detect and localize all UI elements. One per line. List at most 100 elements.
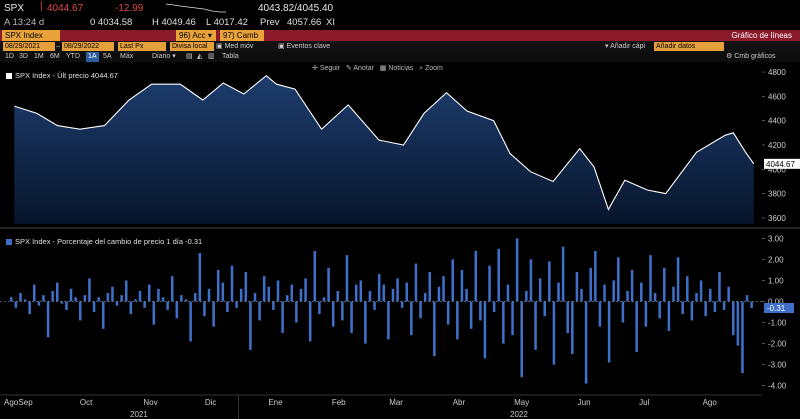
pct-bar — [511, 301, 514, 336]
start-date-field[interactable]: 08/29/2021 — [3, 42, 55, 51]
frequency-select[interactable]: Diario ▾ — [152, 52, 176, 62]
chart-style-icon[interactable]: ▤ — [186, 53, 193, 60]
pct-bar — [244, 272, 248, 302]
chevron-down-icon: ▾ — [207, 31, 212, 40]
pct-bar — [111, 286, 114, 302]
pct-bar — [322, 297, 326, 302]
price-area — [14, 75, 754, 224]
pct-bar — [732, 301, 735, 336]
pct-bar — [295, 301, 298, 323]
omb-button[interactable]: ⚙ Cmb gráficos — [726, 52, 775, 62]
end-date-field[interactable]: 08/29/2022 — [62, 42, 114, 51]
chart-svg[interactable]: 3600 3800 4000 4200 4400 4600 4800 4044.67 3.00 2… — [0, 62, 800, 419]
med-mov-label: Med móv — [224, 43, 254, 50]
pct-bar — [446, 301, 450, 325]
bar-style-icon[interactable]: ▥ — [208, 53, 215, 60]
period-6m[interactable]: 6M — [50, 53, 60, 60]
pct-bar — [46, 301, 50, 338]
pct-bar — [483, 301, 487, 359]
pct-bar — [382, 284, 386, 302]
pct-bar — [635, 301, 638, 352]
pct-bar — [575, 272, 579, 302]
crosshair-icon: ✛ — [312, 65, 320, 72]
x-tick-label: Jul — [639, 398, 649, 407]
mountain-icon[interactable]: ◭ — [197, 53, 203, 60]
ticker[interactable]: SPX — [4, 3, 25, 14]
pct-tick-label: 2.00 — [768, 255, 784, 264]
pct-bar — [686, 276, 689, 302]
pct-bar — [377, 274, 381, 302]
last-price: 4044.67 — [47, 3, 84, 14]
currency-select[interactable]: Divisa local — [170, 42, 214, 51]
pct-bar — [672, 286, 675, 302]
y-tick-label: 4800 — [768, 68, 786, 77]
period-1m[interactable]: 1M — [34, 53, 44, 60]
tabla-button[interactable]: Tabla — [222, 53, 239, 60]
pct-bar — [750, 301, 753, 308]
pct-bar — [557, 282, 560, 302]
pct-tick-label: 3.00 — [768, 234, 784, 243]
acc-menu[interactable]: 96) Acc ▾ — [176, 30, 216, 41]
noticias-button[interactable]: ▦ Noticias — [380, 65, 413, 72]
pct-bar — [653, 293, 657, 302]
pct-bar — [258, 301, 261, 321]
xi-label: XI — [326, 17, 335, 28]
anotar-button[interactable]: ✎ Anotar — [346, 65, 374, 72]
pct-bar — [161, 297, 165, 302]
y-tick-label: 4400 — [768, 117, 786, 126]
y-tick-label: 4200 — [768, 141, 786, 150]
period-1a[interactable]: 1A — [86, 52, 99, 62]
pct-bar — [32, 284, 36, 302]
camb-label: Camb — [236, 31, 259, 40]
x-tick-label: May — [514, 398, 529, 407]
zoom-button[interactable]: ⌕ Zoom — [419, 65, 443, 72]
pct-bar — [727, 286, 730, 302]
pct-bar — [193, 293, 197, 302]
pct-bar — [304, 278, 307, 302]
zoom-label: Zoom — [424, 65, 443, 72]
anadir-button[interactable]: ▾ Añadir cápi — [605, 41, 645, 52]
pct-bar — [285, 295, 289, 302]
field-select[interactable]: Last Px — [118, 42, 166, 51]
pct-bar — [433, 301, 436, 357]
pct-bar — [456, 301, 459, 340]
period-ytd[interactable]: YTD — [66, 53, 80, 60]
pct-bar — [681, 301, 684, 315]
x-tick-label: Abr — [453, 398, 466, 407]
pct-bar — [249, 301, 252, 350]
pct-bar — [520, 301, 523, 378]
anadir-field[interactable]: Añadir datos — [654, 42, 724, 51]
seguir-button[interactable]: ✛ Seguir — [312, 65, 340, 72]
period-5a[interactable]: 5A — [103, 53, 112, 60]
pct-bar — [115, 301, 119, 306]
pct-bar — [699, 280, 703, 302]
camb-menu[interactable]: 97) Camb ▾ — [220, 30, 264, 51]
pct-bar — [580, 288, 583, 302]
pct-bar — [391, 288, 395, 302]
med-mov-toggle[interactable]: ▣ Med móv — [216, 41, 253, 52]
pct-bar — [106, 293, 110, 302]
pct-bar — [640, 282, 643, 302]
pct-bar — [308, 301, 312, 342]
y-tick-label: 3600 — [768, 214, 786, 223]
security-field[interactable]: SPX Index — [2, 30, 60, 41]
last-price-tag — [764, 158, 800, 169]
pct-bar — [598, 301, 602, 327]
pct-bar — [101, 301, 105, 329]
sparkline-chart — [166, 3, 226, 13]
pct-bar — [451, 259, 455, 302]
pct-bar — [423, 293, 427, 302]
pct-bar — [230, 265, 234, 302]
pct-bar — [630, 269, 634, 302]
pct-bar — [594, 250, 597, 302]
period-max[interactable]: Máx — [120, 53, 134, 60]
pct-bar — [83, 295, 87, 302]
eventos-toggle[interactable]: ▣ Eventos clave — [278, 41, 330, 52]
x-tick-label: Mar — [389, 398, 403, 407]
eventos-label: Eventos clave — [286, 43, 331, 50]
period-1d[interactable]: 1D — [5, 53, 14, 60]
pct-bar — [676, 257, 680, 302]
period-3d[interactable]: 3D — [19, 53, 28, 60]
period-row: 1D 3D 1M 6M YTD 1A 5A Máx Diario ▾ ▤ ◭ ▥… — [0, 52, 800, 62]
pct-bar — [571, 301, 574, 355]
